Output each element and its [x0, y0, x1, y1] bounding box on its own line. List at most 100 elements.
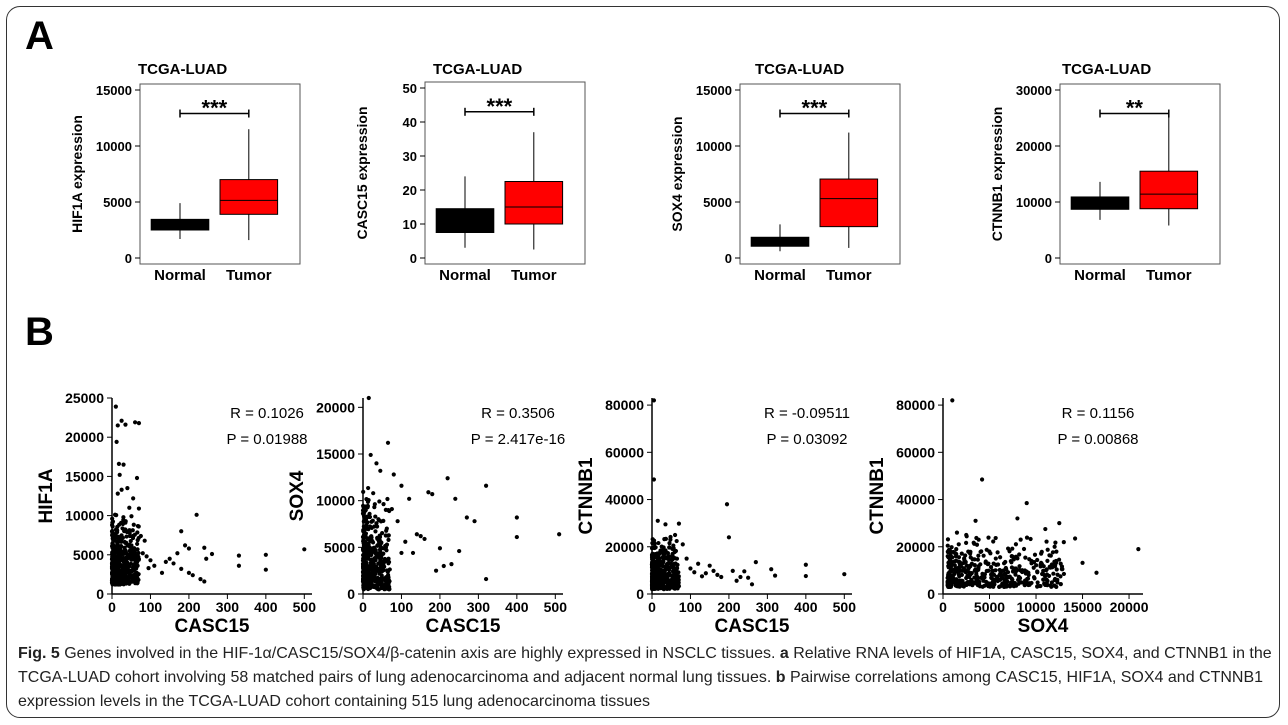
- data-point: [954, 558, 959, 563]
- data-point: [374, 553, 379, 558]
- box-tumor: [504, 181, 564, 225]
- data-point: [672, 566, 678, 571]
- data-point: [110, 576, 115, 581]
- data-point: [136, 554, 141, 560]
- data-point: [383, 507, 388, 512]
- data-point: [672, 532, 678, 538]
- data-point: [124, 555, 129, 561]
- data-point: [650, 564, 655, 569]
- data-point: [956, 542, 961, 547]
- data-point: [361, 585, 366, 591]
- data-point: [1043, 526, 1048, 532]
- figure-caption: Fig. 5 Genes involved in the HIF-1α/CASC…: [18, 642, 1273, 714]
- data-point: [959, 551, 964, 556]
- data-point: [361, 519, 366, 524]
- data-point: [1080, 560, 1085, 565]
- data-point: [123, 422, 128, 427]
- x-tick-label: 500: [293, 599, 317, 615]
- data-point: [968, 555, 973, 560]
- x-axis-label: SOX4: [1018, 616, 1069, 637]
- y-tick-label: 0: [410, 251, 417, 266]
- data-point: [121, 582, 126, 587]
- x-tick-label: 15000: [1063, 599, 1102, 615]
- data-point: [112, 512, 118, 517]
- data-point: [115, 539, 120, 544]
- data-point: [979, 549, 984, 554]
- y-tick-label: 0: [725, 251, 732, 266]
- x-tick-label: 0: [359, 599, 367, 615]
- data-point: [676, 521, 682, 526]
- data-point: [946, 574, 951, 579]
- x-tick-label: 0: [648, 599, 656, 615]
- data-point: [954, 547, 959, 552]
- data-point: [1050, 550, 1056, 555]
- data-point: [1052, 544, 1057, 549]
- chart-title: TCGA-LUAD: [138, 61, 227, 78]
- x-axis-label: CASC15: [715, 616, 790, 637]
- chart-panel-7: 0 20000 40000 60000 80000 0 100 200 300 400 500 CAS…: [576, 397, 856, 637]
- x-tick-label: 100: [139, 599, 163, 615]
- x-tick-label: 200: [428, 599, 452, 615]
- data-point: [407, 496, 412, 501]
- data-point: [378, 556, 383, 561]
- data-point: [991, 572, 996, 577]
- data-point: [1053, 540, 1058, 545]
- data-point: [947, 555, 952, 560]
- data-point: [362, 515, 367, 520]
- data-point: [991, 539, 996, 544]
- data-point: [1021, 546, 1027, 552]
- data-point: [179, 566, 184, 572]
- data-point: [746, 575, 751, 580]
- data-point: [263, 552, 268, 557]
- data-point: [1042, 574, 1048, 579]
- data-point: [119, 570, 125, 576]
- data-point: [667, 540, 672, 546]
- data-point: [1052, 564, 1058, 569]
- data-point: [379, 545, 384, 550]
- y-tick-label: 80000: [896, 397, 935, 413]
- data-point: [369, 535, 374, 540]
- data-point: [360, 561, 366, 566]
- plot-frame: [139, 83, 301, 265]
- data-point: [1010, 546, 1015, 551]
- data-point: [657, 558, 662, 564]
- data-point: [986, 535, 991, 540]
- data-point: [1052, 577, 1057, 583]
- data-point: [1024, 535, 1030, 540]
- data-point: [374, 461, 379, 466]
- data-point: [1046, 573, 1052, 579]
- data-point: [236, 553, 242, 558]
- data-point: [386, 577, 391, 583]
- data-point: [135, 523, 140, 529]
- box-normal: [435, 208, 495, 233]
- data-point: [182, 543, 188, 548]
- data-point: [119, 551, 124, 556]
- data-point: [988, 565, 994, 570]
- data-point: [430, 492, 435, 497]
- data-point: [1029, 561, 1034, 566]
- data-point: [968, 551, 973, 556]
- caption-b-label: b: [775, 669, 786, 686]
- data-point: [660, 571, 666, 576]
- data-point: [126, 570, 131, 575]
- y-tick-label: 10000: [696, 139, 732, 154]
- data-point: [136, 420, 142, 426]
- data-point: [380, 577, 385, 583]
- data-point: [378, 519, 384, 524]
- y-tick-label: 80000: [605, 397, 644, 413]
- data-point: [952, 550, 957, 556]
- data-point: [378, 468, 383, 473]
- chart-title: TCGA-LUAD: [755, 61, 844, 78]
- data-point: [135, 538, 140, 543]
- data-point: [666, 567, 672, 573]
- data-point: [186, 570, 192, 575]
- data-point: [724, 502, 730, 507]
- data-point: [376, 561, 381, 566]
- data-point: [1035, 569, 1040, 574]
- y-tick-label: 5000: [324, 539, 355, 555]
- data-point: [361, 582, 366, 588]
- significance-stars: ***: [202, 96, 228, 121]
- y-tick-label: 60000: [605, 444, 644, 460]
- data-point: [367, 582, 372, 587]
